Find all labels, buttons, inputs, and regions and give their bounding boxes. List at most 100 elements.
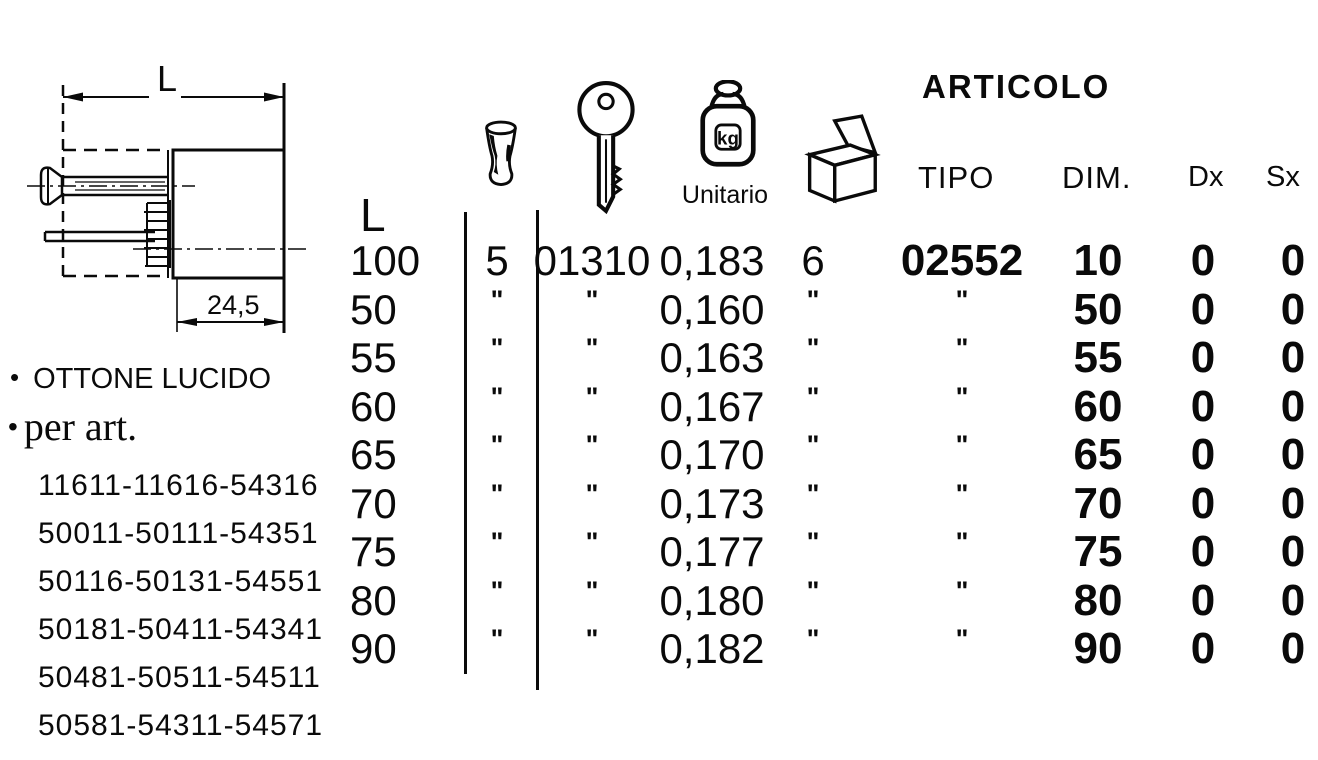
cell-key_no: " — [585, 333, 599, 363]
cell-key_no: " — [585, 478, 599, 509]
cell-box_qty: " — [806, 527, 820, 557]
cell-key_no: " — [585, 575, 599, 606]
cell-qty: " — [490, 381, 504, 412]
cell-box_qty: " — [806, 333, 820, 363]
column-header-sx: Sx — [1266, 161, 1300, 193]
cell-dx: 0 — [1190, 284, 1216, 334]
bullet-icon: • — [8, 411, 18, 442]
cell-box_qty: " — [806, 284, 820, 315]
cell-l: 60 — [350, 382, 397, 430]
article-ref: 50481-50511-54511 — [38, 661, 321, 694]
cell-dx: 0 — [1190, 478, 1216, 528]
cell-dx: 0 — [1190, 381, 1216, 431]
table-row: 80 " " 0,180 " " 80 0 0 — [0, 576, 1318, 625]
table-rule-right — [536, 210, 539, 690]
cell-l: 65 — [350, 431, 397, 478]
cell-l: 50 — [350, 285, 397, 333]
table-row: 60 " " 0,167 " " 60 0 0 — [0, 382, 1318, 431]
technical-drawing: L 24,5 — [27, 58, 307, 333]
cell-unitario: 0,173 — [659, 479, 765, 527]
cell-dx: 0 — [1190, 527, 1216, 576]
cell-l: 75 — [350, 528, 397, 575]
cell-qty: " — [490, 624, 504, 654]
cell-unitario: 0,182 — [659, 625, 765, 672]
cell-key_no: " — [585, 624, 599, 654]
column-header-dim: DIM. — [1062, 160, 1132, 195]
cell-key_no: " — [585, 527, 599, 557]
table-row: 70 " " 0,173 " " 70 0 0 — [0, 479, 1318, 528]
dashed-body-outline — [63, 148, 168, 278]
cell-box_qty: " — [806, 381, 820, 412]
cell-qty: " — [490, 430, 504, 460]
cell-sx: 0 — [1280, 624, 1306, 673]
cell-tipo: " — [955, 381, 969, 412]
table-row: 65 " " 0,170 " " 65 0 0 — [0, 430, 1318, 479]
cell-key_no: " — [585, 381, 599, 412]
cell-qty: " — [490, 478, 504, 509]
cell-box_qty: " — [806, 575, 820, 606]
kg-label: kg — [717, 128, 739, 149]
cell-tipo: " — [955, 527, 969, 557]
cell-dim: 75 — [1073, 527, 1123, 576]
cell-sx: 0 — [1280, 381, 1306, 431]
lower-rod — [43, 230, 155, 243]
cell-dx: 0 — [1190, 236, 1216, 285]
cell-unitario: 0,163 — [659, 334, 765, 381]
cell-qty: 5 — [485, 237, 509, 284]
cell-dx: 0 — [1190, 333, 1216, 382]
cell-tipo: " — [955, 284, 969, 315]
cell-key_no: " — [585, 284, 599, 315]
material-note: • OTTONE LUCIDO — [10, 362, 271, 396]
cell-qty: " — [490, 527, 504, 557]
cell-sx: 0 — [1280, 575, 1306, 625]
cell-unitario: 0,160 — [659, 285, 765, 333]
table-row: 55 " " 0,163 " " 55 0 0 — [0, 333, 1318, 382]
cell-key_no: " — [585, 430, 599, 460]
article-ref: 50181-50411-54341 — [38, 613, 324, 646]
column-header-tipo: TIPO — [918, 160, 995, 195]
bullet-icon: • — [10, 362, 20, 392]
cell-sx: 0 — [1280, 333, 1306, 382]
cell-sx: 0 — [1280, 527, 1306, 576]
article-ref: 11611-11616-54316 — [38, 469, 319, 502]
pin-icon — [478, 118, 524, 190]
cell-dim: 10 — [1073, 236, 1123, 285]
weight-kg-icon: kg — [698, 80, 758, 168]
cell-dim: 90 — [1073, 624, 1123, 673]
article-ref-list: 11611-11616-54316 50011-50111-54351 50116-… — [38, 462, 323, 750]
cell-dim: 80 — [1073, 575, 1123, 625]
cell-tipo: " — [955, 430, 969, 460]
articolo-header: ARTICOLO — [922, 68, 1111, 105]
cell-key_no: 01310 — [533, 237, 651, 284]
cell-unitario: 0,183 — [659, 237, 765, 284]
cell-box_qty: " — [806, 430, 820, 460]
table-row: 50 " " 0,160 " " 50 0 0 — [0, 285, 1318, 334]
cell-tipo: " — [955, 624, 969, 654]
cell-l: 55 — [350, 334, 397, 381]
cell-qty: " — [490, 575, 504, 606]
cell-tipo: 02552 — [900, 236, 1024, 285]
column-header-unitario: Unitario — [681, 181, 769, 209]
cell-l: 80 — [350, 576, 397, 624]
cell-dim: 55 — [1073, 333, 1123, 382]
cell-sx: 0 — [1280, 284, 1306, 334]
cell-qty: " — [490, 284, 504, 315]
screw-thread-lines — [75, 181, 165, 191]
length-dim-label: L — [157, 58, 177, 99]
cell-qty: " — [490, 333, 504, 363]
cell-dx: 0 — [1190, 430, 1216, 479]
open-box-icon — [800, 113, 882, 207]
cell-dim: 60 — [1073, 381, 1123, 431]
column-header-L: L — [360, 189, 386, 241]
cell-sx: 0 — [1280, 478, 1306, 528]
cell-tipo: " — [955, 575, 969, 606]
cell-tipo: " — [955, 478, 969, 509]
article-ref: 50581-54311-54571 — [38, 709, 324, 742]
cell-dx: 0 — [1190, 575, 1216, 625]
cell-l: 70 — [350, 479, 397, 527]
article-ref: 50116-50131-54551 — [38, 565, 324, 598]
cylinder-body — [171, 148, 286, 280]
width-dim-label: 24,5 — [207, 290, 260, 320]
column-header-dx: Dx — [1188, 161, 1224, 193]
